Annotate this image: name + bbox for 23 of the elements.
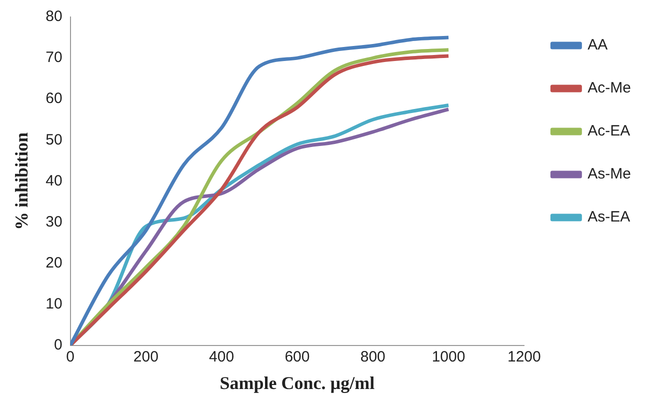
y-tick-label: 10 (46, 295, 62, 312)
y-tick-label: 50 (46, 131, 62, 148)
y-tick-label: 60 (46, 90, 62, 108)
x-tick-label: 1200 (507, 348, 541, 366)
y-axis-title: % inhibition (11, 132, 32, 230)
x-tick-label: 200 (133, 348, 158, 366)
y-tick-label: 20 (46, 254, 62, 272)
legend-label: As-Me (588, 166, 632, 183)
x-tick-label: 600 (284, 348, 310, 366)
legend-label: As-EA (588, 208, 630, 226)
legend-label: Ac-Me (588, 80, 632, 97)
x-tick-label: 1000 (432, 348, 466, 366)
y-tick-label: 40 (46, 172, 62, 190)
x-tick-label: 800 (360, 348, 386, 366)
x-tick-label: 400 (209, 348, 234, 366)
legend-label: AA (588, 36, 608, 54)
x-axis-title: Sample Conc. µg/ml (220, 372, 375, 393)
y-tick-label: 30 (46, 213, 62, 230)
y-tick-label: 0 (54, 336, 62, 354)
legend-label: Ac-EA (588, 122, 630, 140)
x-tick-label: 0 (66, 348, 74, 366)
y-tick-label: 70 (46, 49, 62, 66)
y-tick-label: 80 (46, 8, 62, 26)
